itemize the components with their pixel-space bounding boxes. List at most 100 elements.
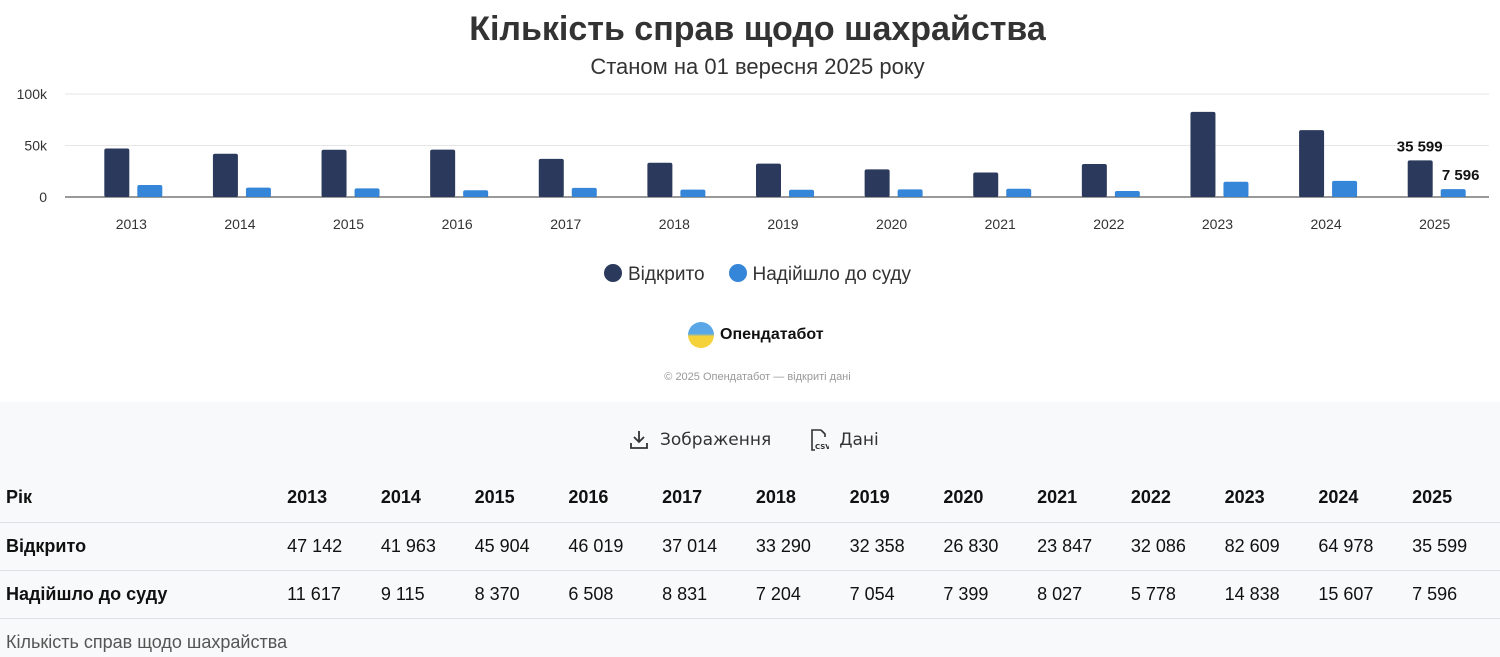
table-cell: 7 596 [1406,570,1500,619]
bar-court[interactable] [789,189,814,197]
table-header-cell: 2019 [843,474,938,523]
x-tick-label: 2015 [333,216,364,232]
bar-court[interactable] [680,189,706,197]
table-header-cell: 2025 [1406,474,1500,523]
table-cell: 46 019 [562,522,657,571]
csv-label: CSV [815,443,829,451]
download-image-button[interactable]: Зображення [628,428,771,452]
y-tick-label: 100k [17,86,48,102]
bar-opened[interactable] [1081,163,1107,197]
table-cell: 47 142 [281,522,375,571]
logo-icon [688,322,714,348]
bar-court[interactable] [463,190,489,197]
bar-court[interactable] [137,185,163,197]
bar-opened[interactable] [647,162,673,197]
bar-court[interactable] [1440,189,1466,197]
bar-opened[interactable] [864,169,890,197]
table-header-cell: 2021 [1031,474,1125,523]
download-image-label: Зображення [660,430,772,450]
bar-court[interactable] [245,187,271,197]
bar-court[interactable] [571,187,597,197]
table-cell: 6 508 [562,570,657,619]
table-cell: 5 778 [1124,570,1219,619]
bar-opened[interactable] [430,149,456,197]
table-cell: 7 054 [843,570,938,619]
bar-court[interactable] [354,188,380,197]
table-row: Надійшло до суду 11 617 9 115 8 370 6 508 8 8… [0,570,1500,619]
table-header-cell: 2020 [937,474,1032,523]
table-cell: 8 027 [1031,570,1125,619]
table-row: Відкрито 47 142 41 963 45 904 46 019 37 014 33… [0,522,1500,571]
download-data-label: Дані [839,430,879,450]
bar-court[interactable] [1223,181,1249,197]
x-tick-label: 2017 [550,216,581,232]
bar-opened[interactable] [538,158,564,197]
legend-label: Відкрито [627,264,705,285]
x-tick-label: 2021 [985,216,1016,232]
table-cell: 8 370 [468,570,563,619]
row-label: Відкрито [0,522,282,571]
y-tick-label: 0 [39,189,47,205]
bar-opened[interactable] [973,172,999,197]
table-cell: 35 599 [1406,522,1500,571]
x-tick-label: 2019 [767,216,798,232]
table-cell: 82 609 [1218,522,1313,571]
table-header-cell: 2023 [1218,474,1313,523]
bar-opened[interactable] [756,163,781,197]
x-tick-label: 2022 [1093,216,1124,232]
bar-opened[interactable] [212,153,238,197]
legend-item-opened[interactable]: Відкрито [603,264,705,286]
table-cell: 23 847 [1031,522,1125,571]
bar-court[interactable] [1332,180,1358,197]
data-label: 35 599 [1397,138,1443,155]
table-header-cell: 2018 [749,474,844,523]
bar-opened[interactable] [1190,111,1216,197]
legend-dot-icon [603,264,622,282]
table-header-cell: 2017 [656,474,750,523]
x-tick-label: 2016 [442,216,473,232]
table-header-cell: 2014 [374,474,469,523]
bar-opened[interactable] [1407,160,1433,197]
legend-label: Надійшло до суду [752,264,912,285]
table-cell: 11 617 [281,570,375,619]
table-header-cell: 2013 [281,474,375,523]
bar-court[interactable] [1114,191,1140,197]
bar-court[interactable] [897,189,923,197]
export-actions: Зображення CSV Дані [628,428,879,452]
table-header-cell: 2016 [562,474,657,523]
data-label: 7 596 [1442,167,1480,184]
x-tick-label: 2023 [1202,216,1233,232]
x-tick-label: 2020 [876,216,907,232]
chart-subtitle: Станом на 01 вересня 2025 року [590,54,925,79]
legend-dot-icon [728,264,747,282]
brand-logo: Опендатабот [688,322,824,348]
table-cell: 64 978 [1312,522,1407,571]
data-table: Рік 2013 2014 2015 2016 2017 2018 2019 2020 2021 2… [0,474,1500,619]
table-cell: 45 904 [468,522,563,571]
bar-chart: 0 50k 100k 2013 2014 2015 2016 2017 2018 2019 2020… [17,86,1489,232]
download-icon [630,431,648,449]
bar-opened[interactable] [1299,130,1325,197]
x-tick-label: 2025 [1419,216,1450,232]
table-cell: 7 399 [937,570,1032,619]
legend-item-court[interactable]: Надійшло до суду [728,264,912,286]
legend: Відкрито Надійшло до суду [0,264,1500,286]
table-cell: 14 838 [1218,570,1313,619]
table-cell: 41 963 [374,522,469,571]
table-cell: 33 290 [749,522,844,571]
x-tick-label: 2013 [116,216,147,232]
bar-court[interactable] [1006,188,1032,197]
copyright: © 2025 Опендатабот — відкриті дані [664,371,851,383]
x-tick-label: 2018 [659,216,690,232]
brand-name: Опендатабот [720,326,824,343]
table-header-row: Рік 2013 2014 2015 2016 2017 2018 2019 2020 2021 2… [0,474,1500,523]
bar-opened[interactable] [321,149,347,197]
table-header-cell: Рік [0,474,282,523]
chart-title: Кількість справ щодо шахрайства [469,10,1046,48]
download-data-button[interactable]: CSV Дані [807,428,879,452]
x-tick-label: 2014 [224,216,255,232]
bar-opened[interactable] [104,148,130,197]
y-tick-label: 50k [24,138,48,154]
row-label: Надійшло до суду [0,570,282,619]
table-header-cell: 2022 [1124,474,1219,523]
